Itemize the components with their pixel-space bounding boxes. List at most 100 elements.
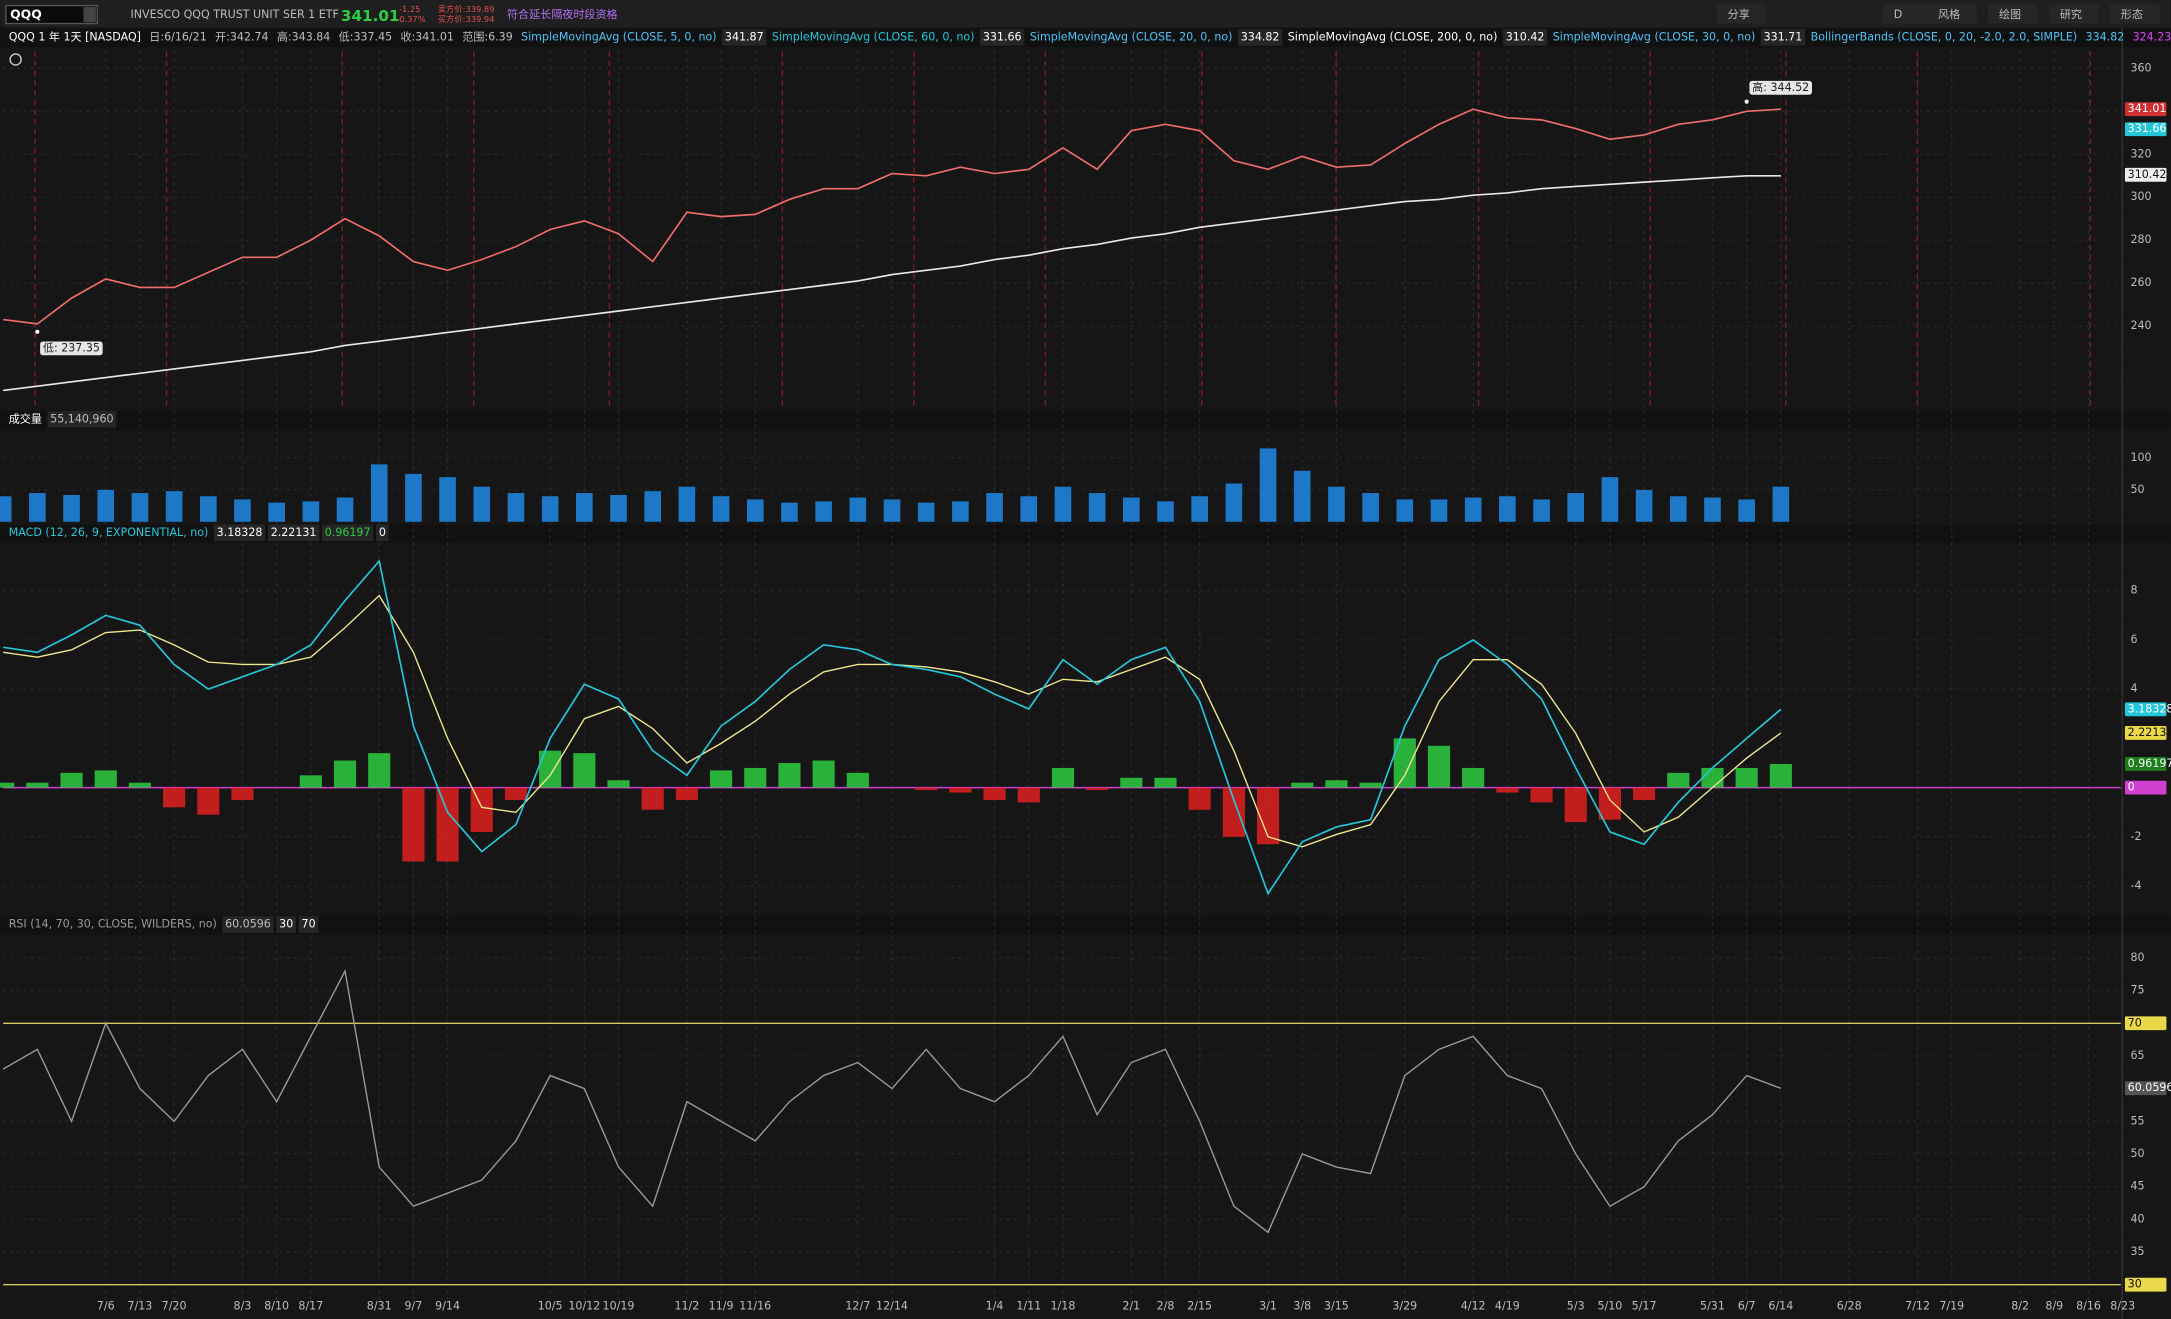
header-item-box: [980, 29, 1025, 46]
volume-bar: [268, 502, 285, 522]
macd-header-bar: [0, 524, 2171, 543]
macd-histogram-bar: [1154, 777, 1177, 788]
symbol[interactable]: QQQ: [10, 7, 42, 22]
price-tag: [2124, 757, 2167, 771]
toolbar-button[interactable]: [2109, 4, 2160, 24]
macd-histogram-bar: [778, 763, 801, 788]
toolbar-button-label[interactable]: 绘图: [1999, 7, 2021, 21]
macd-histogram-bar: [402, 787, 425, 862]
macd-histogram-bar: [163, 787, 186, 808]
price-tag-label: 3.18328: [2128, 702, 2171, 715]
toolbar-button-label[interactable]: 研究: [2060, 7, 2082, 21]
y-tick-label: 80: [2130, 951, 2144, 964]
volume-bar: [507, 493, 525, 522]
x-tick-label: 8/10: [264, 1300, 289, 1313]
x-tick-label: 6/7: [1738, 1300, 1756, 1313]
notice[interactable]: 符合延长隔夜时段资格: [507, 7, 618, 21]
price-tag: [2124, 1081, 2167, 1096]
extreme-label: 低: 237.35: [43, 341, 100, 354]
macd-histogram-bar: [1598, 787, 1621, 820]
macd-histogram-bar: [197, 787, 220, 815]
y-tick-label: 65: [2130, 1049, 2144, 1062]
volume-bar: [1635, 489, 1653, 522]
volume-bar: [1293, 470, 1311, 522]
header-item: SimpleMovingAvg (CLOSE, 5, 0, no): [521, 30, 717, 43]
volume-bar: [644, 491, 662, 522]
volume-bar: [1328, 486, 1345, 522]
header-item-box: [267, 524, 320, 542]
volume-bar: [917, 502, 935, 522]
price-tag: [2124, 102, 2167, 117]
symbol-input[interactable]: [5, 4, 98, 25]
volume-bar: [1601, 477, 1619, 522]
x-tick-label: 3/8: [1293, 1300, 1311, 1313]
x-tick-label: 8/3: [234, 1300, 252, 1313]
macd-histogram-bar: [26, 782, 49, 788]
macd-histogram-bar: [675, 787, 698, 800]
macd-histogram-bar: [949, 787, 972, 793]
header-item-box: [376, 524, 389, 542]
volume-bar: [883, 499, 901, 522]
y-tick-label: 45: [2130, 1180, 2144, 1193]
volume-bar: [576, 493, 593, 522]
x-tick-label: 12/14: [876, 1300, 908, 1313]
header-item: 331.66: [983, 30, 1022, 43]
info-icon[interactable]: [9, 53, 22, 66]
header-item-box: [1237, 29, 1283, 46]
x-tick-label: 8/31: [367, 1300, 392, 1313]
volume-bar: [1396, 499, 1414, 522]
macd-histogram-bar: [1427, 745, 1451, 788]
x-tick-label: 2/8: [1157, 1300, 1175, 1313]
volume-header-bar: [0, 411, 2171, 430]
macd-histogram-bar: [1496, 787, 1519, 793]
x-tick-label: 3/15: [1324, 1300, 1349, 1313]
macd-histogram-bar: [1393, 738, 1416, 788]
macd-histogram-bar: [333, 760, 357, 788]
x-tick-label: 3/29: [1392, 1300, 1417, 1313]
x-tick-label: 8/17: [298, 1300, 323, 1313]
volume-bar: [234, 499, 251, 522]
series-line: [3, 559, 1782, 896]
toolbar-button-label[interactable]: 分享: [1728, 7, 1750, 21]
price-tag: [2124, 1277, 2167, 1292]
macd-histogram-bar: [1633, 787, 1656, 800]
macd-histogram-bar: [915, 787, 938, 791]
volume-bar: [0, 496, 12, 522]
macd-histogram-bar: [710, 770, 733, 788]
toolbar-button[interactable]: [1882, 4, 1933, 24]
toolbar-button-label[interactable]: 风格: [1938, 7, 1960, 21]
macd-histogram-bar: [60, 772, 83, 788]
header-item: 334.82: [1241, 30, 1280, 43]
y-tick-label: 6: [2130, 633, 2137, 646]
header-item: 334.82: [2086, 30, 2125, 43]
volume-bar: [97, 489, 115, 522]
toolbar-button-label[interactable]: D: [1894, 8, 1903, 21]
extreme-point: [35, 329, 40, 334]
toolbar-button-label[interactable]: 形态: [2121, 8, 2143, 21]
macd-histogram-bar: [1256, 787, 1280, 845]
macd-histogram-bar: [983, 787, 1006, 800]
volume-bar: [1464, 497, 1482, 522]
toolbar-button[interactable]: [2048, 4, 2099, 24]
header-item: QQQ 1 年 1天 [NASDAQ]: [9, 29, 141, 43]
volume-bar: [1225, 483, 1243, 522]
header-item: 高:343.84: [277, 29, 331, 43]
toolbar-button[interactable]: [1987, 4, 2038, 24]
header-item: 60.0596: [225, 918, 271, 931]
symbol-dropdown[interactable]: [83, 6, 96, 23]
change: -1.25: [399, 4, 420, 14]
macd-histogram-bar: [846, 772, 869, 788]
volume-bar: [370, 464, 388, 522]
toolbar-button[interactable]: [1716, 4, 1767, 24]
y-tick-label: 260: [2130, 276, 2151, 289]
x-tick-label: 9/14: [435, 1300, 460, 1313]
volume-bar: [473, 486, 491, 522]
toolbar-button[interactable]: [1927, 4, 1977, 24]
x-tick-label: 8/16: [2076, 1300, 2101, 1313]
volume-bar: [849, 497, 867, 522]
volume-bar: [1054, 486, 1072, 522]
rsi-header-bar: [0, 916, 2171, 935]
